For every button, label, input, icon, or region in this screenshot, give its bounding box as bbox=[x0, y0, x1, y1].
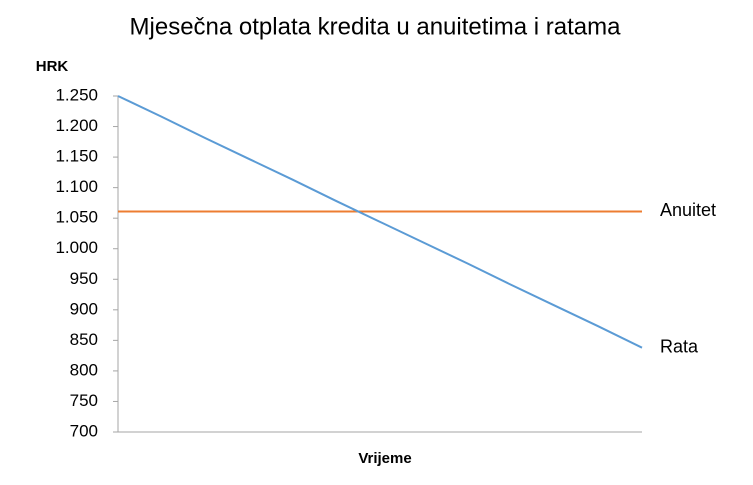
y-tick-label: 1.150 bbox=[55, 147, 98, 166]
chart-title: Mjesečna otplata kredita u anuitetima i … bbox=[130, 13, 622, 40]
x-axis-label: Vrijeme bbox=[358, 450, 411, 467]
series-label: Anuitet bbox=[660, 200, 716, 220]
y-tick-label: 1.200 bbox=[55, 116, 98, 135]
y-tick-label: 850 bbox=[70, 330, 98, 349]
y-axis-label: HRK bbox=[36, 58, 69, 75]
y-tick-label: 1.000 bbox=[55, 238, 98, 257]
line-series bbox=[117, 95, 643, 349]
series-label: Rata bbox=[660, 336, 699, 356]
y-tick-label: 1.100 bbox=[55, 177, 98, 196]
y-tick-label: 700 bbox=[70, 421, 98, 440]
y-tick-label: 800 bbox=[70, 360, 98, 379]
y-tick-label: 950 bbox=[70, 269, 98, 288]
y-tick-label: 900 bbox=[70, 299, 98, 318]
y-tick-label: 750 bbox=[70, 391, 98, 410]
y-tick-label: 1.250 bbox=[55, 85, 98, 104]
y-tick-label: 1.050 bbox=[55, 208, 98, 227]
